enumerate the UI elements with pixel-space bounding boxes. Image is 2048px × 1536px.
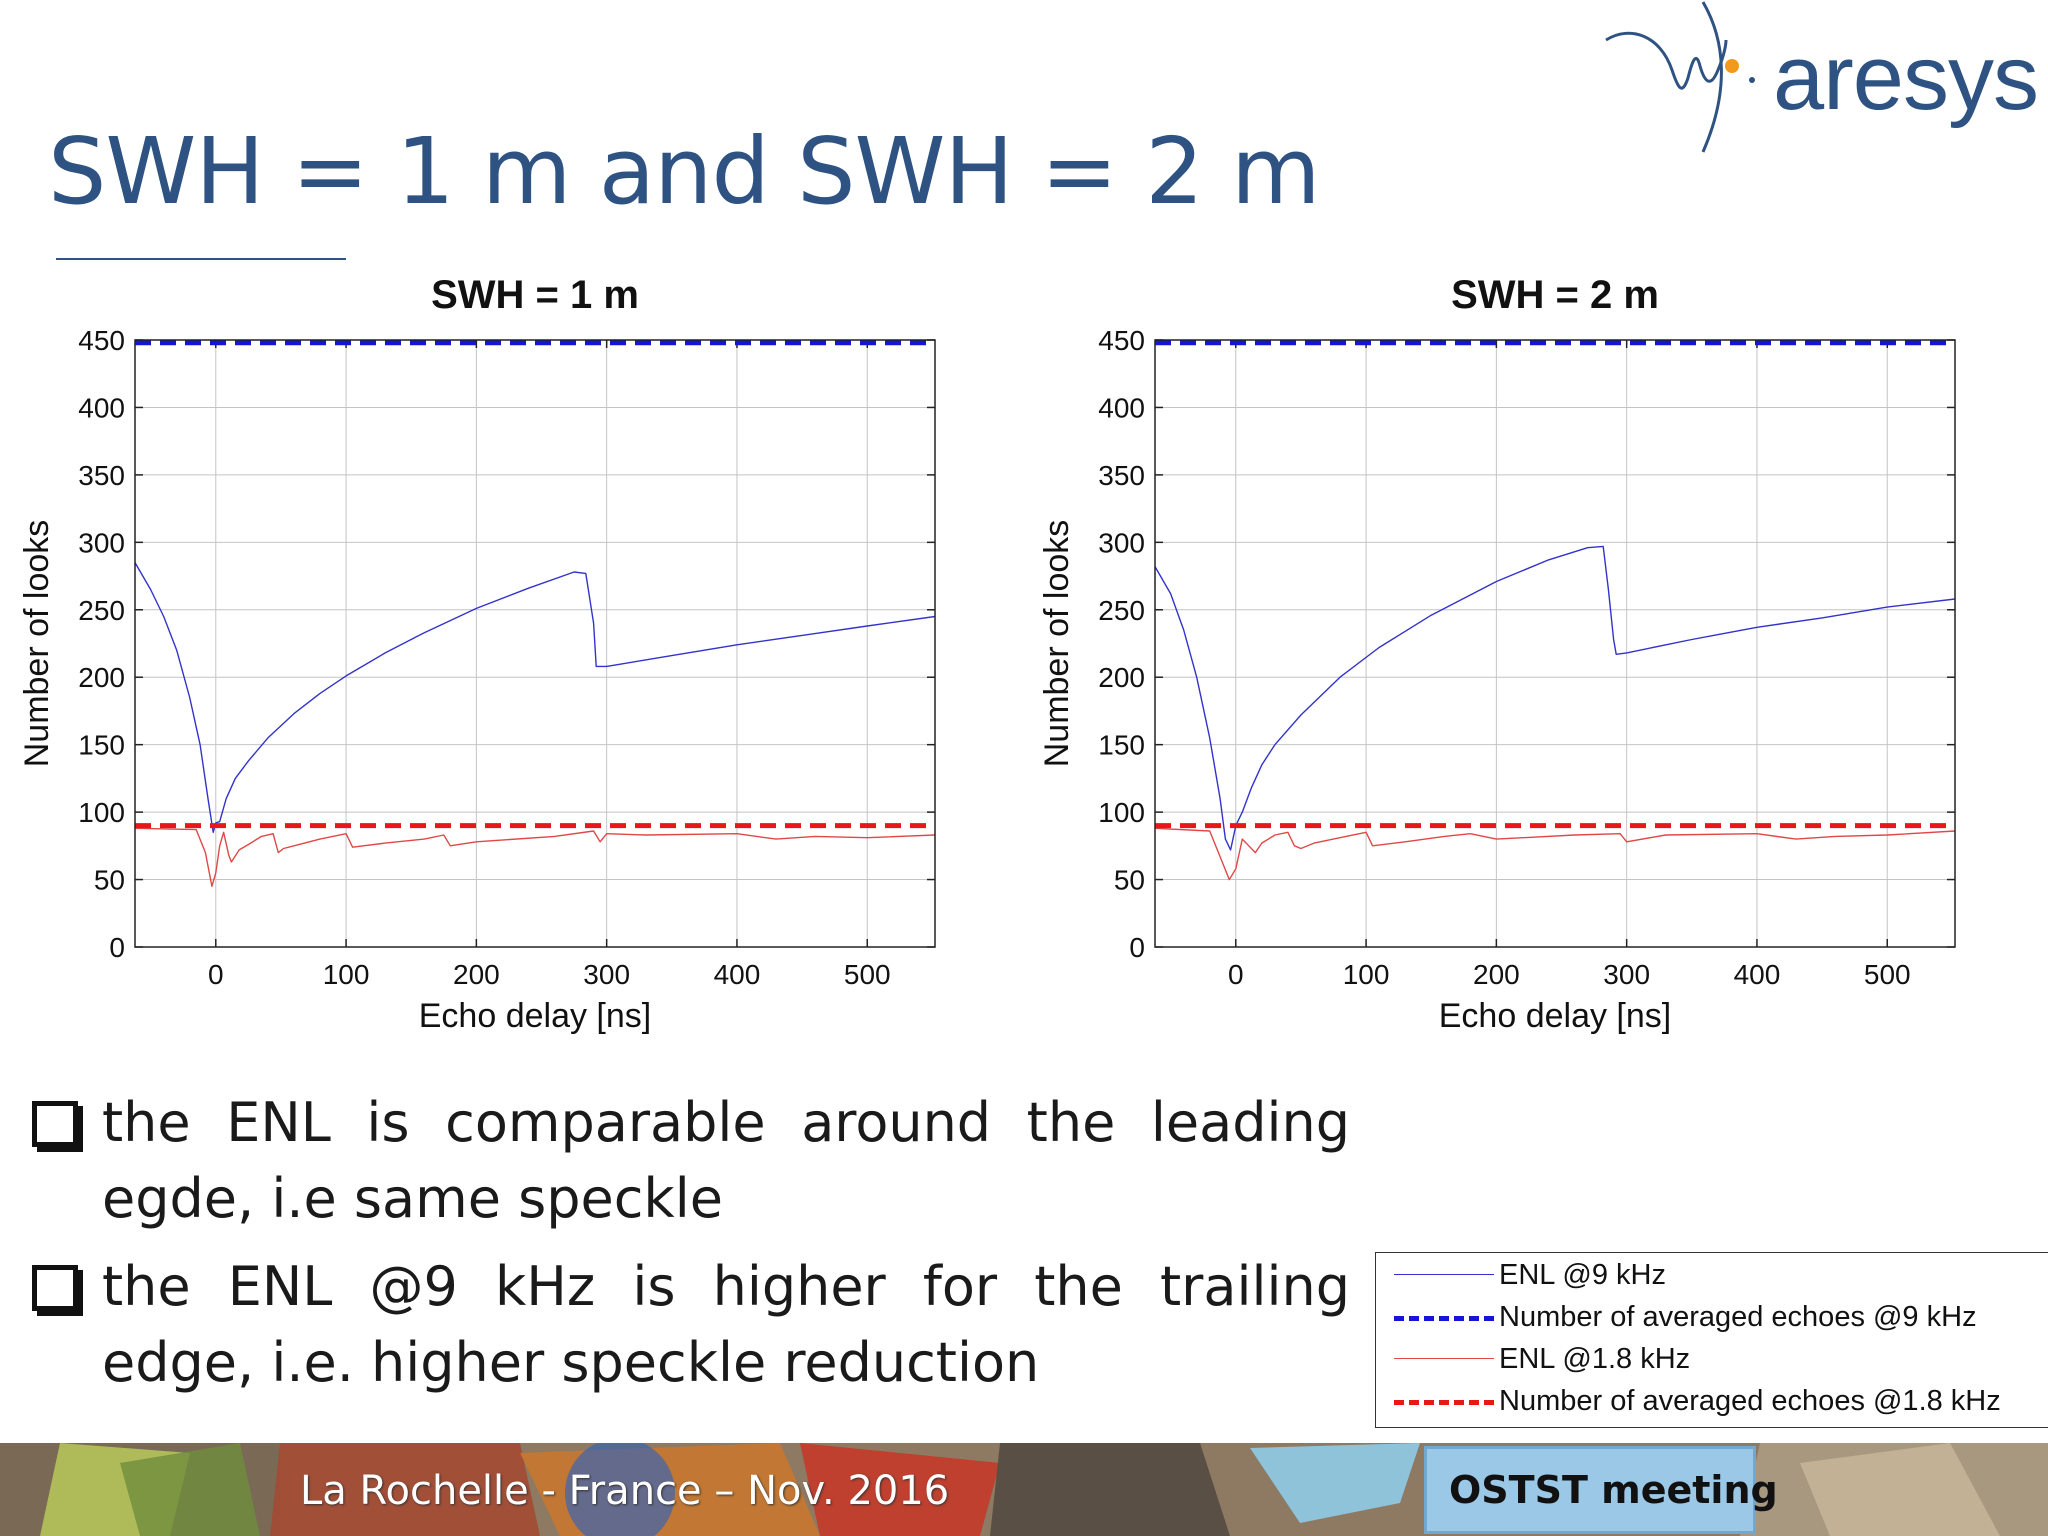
legend-dash-echoes-9khz xyxy=(1394,1316,1494,1321)
aresys-logo xyxy=(1605,1,1755,153)
series-enl-1-8-khz xyxy=(1154,827,1956,881)
y-tick-label: 300 xyxy=(1098,527,1145,558)
x-axis-label: Echo delay [ns] xyxy=(1439,997,1671,1035)
y-tick-label: 450 xyxy=(78,325,125,356)
bullet-text: the ENL @9 kHz is higher for the trailin… xyxy=(102,1255,1350,1394)
plot-area xyxy=(135,340,935,947)
y-tick-label: 400 xyxy=(78,392,125,423)
footer-location-date: La Rochelle - France – Nov. 2016 xyxy=(300,1468,950,1514)
legend-line-enl-9khz xyxy=(1394,1274,1494,1275)
plot-frame xyxy=(134,339,936,948)
y-tick-label: 200 xyxy=(1098,662,1145,693)
y-tick-label: 50 xyxy=(1114,865,1145,896)
series-enl-9-khz xyxy=(134,562,936,833)
plot-area xyxy=(1155,340,1955,947)
bullet-item: the ENL is comparable around the leading… xyxy=(20,1085,1350,1237)
bullet-item: the ENL @9 kHz is higher for the trailin… xyxy=(20,1249,1350,1401)
checkbox-bullet-icon xyxy=(32,1101,78,1147)
chart-legend: ENL @9 kHz Number of averaged echoes @9 … xyxy=(1375,1252,2048,1428)
legend-label: ENL @1.8 kHz xyxy=(1499,1343,1691,1375)
y-tick-label: 350 xyxy=(78,460,125,491)
x-tick-label: 100 xyxy=(323,959,370,990)
series-enl-9-khz xyxy=(1154,545,1956,851)
logo-dot-icon xyxy=(1725,59,1739,73)
x-tick-label: 100 xyxy=(1343,959,1390,990)
chart-title: SWH = 2 m xyxy=(1451,273,1659,317)
bullet-text: the ENL is comparable around the leading… xyxy=(102,1091,1350,1230)
x-axis-label: Echo delay [ns] xyxy=(419,997,651,1035)
chart-swh-2m: SWH = 2 m 0 100 200 300 400 500 0 50 100 150 200 250… xyxy=(1038,273,1956,1035)
footer-meeting-label: OSTST meeting xyxy=(1449,1468,1778,1512)
y-tick-label: 100 xyxy=(1098,797,1145,828)
y-axis-label: Number of looks xyxy=(1038,520,1076,768)
y-tick-label: 450 xyxy=(1098,325,1145,356)
legend-line-enl-1p8khz xyxy=(1394,1358,1494,1359)
y-tick-label: 0 xyxy=(1129,932,1145,963)
slide-title: SWH = 1 m and SWH = 2 m xyxy=(48,118,1321,225)
y-tick-label: 200 xyxy=(78,662,125,693)
y-tick-label: 400 xyxy=(1098,392,1145,423)
legend-dash-echoes-1p8khz xyxy=(1394,1400,1494,1405)
x-tick-label: 500 xyxy=(1864,959,1911,990)
x-tick-label: 0 xyxy=(1228,959,1244,990)
x-tick-label: 300 xyxy=(1603,959,1650,990)
legend-item: ENL @1.8 kHz xyxy=(1376,1339,2048,1379)
legend-item: ENL @9 kHz xyxy=(1376,1255,2048,1295)
y-tick-label: 250 xyxy=(1098,595,1145,626)
x-tick-label: 500 xyxy=(844,959,891,990)
chart-title: SWH = 1 m xyxy=(431,273,639,317)
y-tick-label: 150 xyxy=(1098,730,1145,761)
legend-item: Number of averaged echoes @1.8 kHz xyxy=(1376,1381,2048,1421)
x-tick-label: 400 xyxy=(1734,959,1781,990)
legend-item: Number of averaged echoes @9 kHz xyxy=(1376,1297,2048,1337)
y-tick-label: 50 xyxy=(94,865,125,896)
y-tick-label: 350 xyxy=(1098,460,1145,491)
legend-label: Number of averaged echoes @1.8 kHz xyxy=(1499,1385,2001,1417)
series-enl-1-8-khz xyxy=(134,827,936,887)
x-tick-label: 300 xyxy=(583,959,630,990)
checkbox-bullet-icon xyxy=(32,1265,78,1311)
bullet-list: the ENL is comparable around the leading… xyxy=(20,1085,1350,1413)
legend-label: Number of averaged echoes @9 kHz xyxy=(1499,1301,1977,1333)
x-tick-label: 200 xyxy=(1473,959,1520,990)
x-tick-label: 200 xyxy=(453,959,500,990)
x-tick-label: 0 xyxy=(208,959,224,990)
y-tick-label: 250 xyxy=(78,595,125,626)
chart-swh-1m: SWH = 1 m 0 100 200 300 400 500 0 50 100 150 200 250… xyxy=(18,273,936,1035)
logo-wave-icon xyxy=(1605,31,1728,90)
logo-text: aresys xyxy=(1773,27,2039,129)
y-tick-label: 100 xyxy=(78,797,125,828)
y-axis-label: Number of looks xyxy=(18,520,56,768)
title-underline xyxy=(56,258,346,260)
y-tick-label: 300 xyxy=(78,527,125,558)
plot-frame xyxy=(1154,339,1956,948)
y-tick-label: 150 xyxy=(78,730,125,761)
y-tick-label: 0 xyxy=(109,932,125,963)
footer-banner xyxy=(0,1443,2048,1536)
footer-meeting-box xyxy=(1424,1446,1756,1534)
x-tick-label: 400 xyxy=(714,959,761,990)
legend-label: ENL @9 kHz xyxy=(1499,1259,1666,1291)
